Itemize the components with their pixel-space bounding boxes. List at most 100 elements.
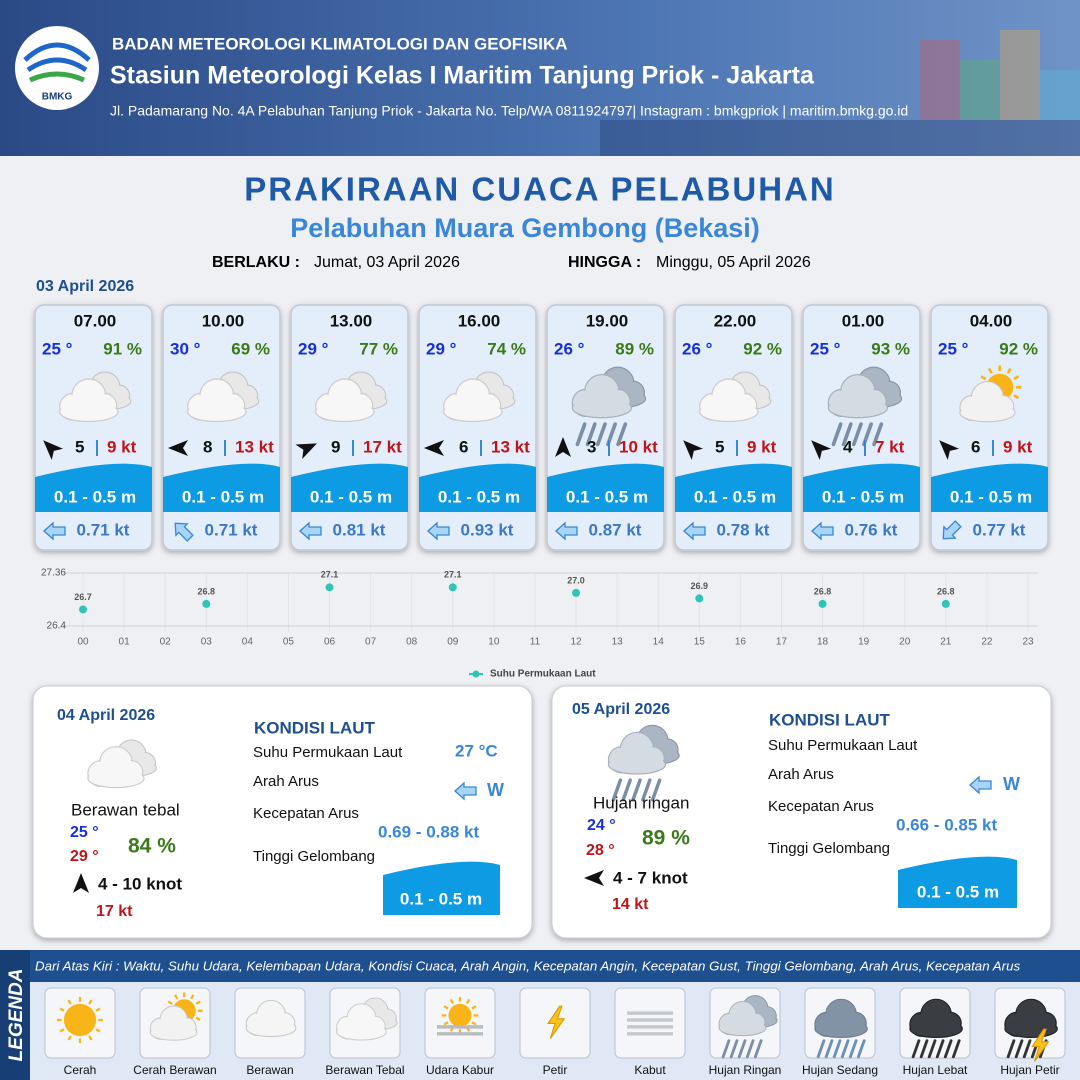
sea-label: Kecepatan Arus: [768, 798, 874, 815]
cloud: [607, 731, 667, 775]
data-label: 27.0: [567, 575, 585, 585]
time: 16.00: [458, 311, 501, 330]
card-footer: [676, 512, 791, 549]
gust-speed: 7 kt: [875, 437, 905, 456]
cloud: [315, 378, 375, 423]
x-tick-label: 15: [694, 637, 706, 648]
x-tick-label: 17: [776, 637, 788, 648]
cloud-part: [573, 399, 631, 417]
cloud-part: [700, 403, 757, 421]
wind-direction: [683, 440, 704, 461]
data-label: 27.1: [444, 570, 462, 580]
legend-side: [0, 950, 30, 1080]
current-direction-label: W: [487, 780, 504, 800]
air-temperature: 26 °: [682, 339, 713, 358]
time: 04.00: [970, 311, 1013, 330]
x-tick-label: 20: [899, 637, 911, 648]
cloud: [959, 381, 1016, 423]
card-footer: [932, 512, 1047, 549]
sea-heading: KONDISI LAUT: [254, 718, 376, 737]
weather-icon: [959, 365, 1022, 423]
legend-item: Udara Kabur: [426, 1063, 494, 1077]
sun-ray: [174, 994, 179, 1000]
cloud-part: [444, 403, 501, 421]
rain-drop: [753, 1039, 763, 1059]
rain-drop: [621, 778, 632, 802]
humidity: 91 %: [103, 339, 142, 358]
weather-icon: [437, 997, 483, 1036]
legend-item: Cerah Berawan: [133, 1063, 216, 1077]
header-scenery: [600, 30, 1080, 156]
air-temperature: 26 °: [554, 339, 585, 358]
current-speed: 0.76 kt: [845, 520, 898, 539]
current-speed: 0.77 kt: [973, 520, 1026, 539]
data-point: [572, 588, 581, 597]
sun-ray: [88, 1035, 93, 1041]
x-tick-label: 01: [119, 637, 131, 648]
header-band: [0, 0, 1080, 156]
humidity: 92 %: [999, 339, 1038, 358]
legend-icon-box: [614, 987, 686, 1059]
cloud: [827, 373, 889, 419]
x-tick-label: 00: [77, 637, 89, 648]
gust-speed: 9 kt: [107, 437, 137, 456]
cloud-part: [89, 770, 143, 787]
rain-drop: [745, 1039, 755, 1059]
current-direction: [683, 521, 706, 541]
wave-shape: [547, 463, 664, 512]
weather-icon: [245, 999, 297, 1038]
cloud: [814, 998, 868, 1039]
x-tick-label: 10: [488, 637, 500, 648]
legend-item: Hujan Ringan: [709, 1063, 782, 1077]
legend-caption-band: [0, 950, 1080, 982]
sun-ray: [1006, 367, 1012, 374]
wind-speed: 8: [203, 437, 212, 456]
x-tick-label: 08: [406, 637, 418, 648]
legend-swatch: [472, 670, 480, 678]
rain-drop: [1022, 1039, 1032, 1059]
current-speed: 0.71 kt: [77, 520, 130, 539]
sun-ray: [471, 1021, 477, 1026]
current-direction: [299, 521, 322, 541]
air-temperature: 25 °: [938, 339, 969, 358]
condition: Berawan tebal: [71, 800, 180, 819]
air-temperature: 25 °: [810, 339, 841, 358]
weather-icon: [814, 998, 868, 1059]
weather-icon: [87, 739, 157, 789]
current-speed: 0.78 kt: [717, 520, 770, 539]
x-tick-label: 12: [570, 637, 582, 648]
humidity: 74 %: [487, 339, 526, 358]
sea-heading: KONDISI LAUT: [769, 710, 891, 729]
gust-speed: 17 kt: [363, 437, 402, 456]
rain-drop: [872, 422, 884, 447]
sun-ray: [95, 1028, 101, 1033]
wave-shape: [898, 856, 1017, 908]
humidity: 89 %: [642, 827, 690, 850]
cloud: [443, 378, 503, 423]
gust-speed: 14 kt: [612, 896, 649, 913]
wave-shape: [931, 463, 1048, 512]
logo-arc: [28, 71, 86, 83]
data-point: [695, 594, 704, 603]
from-label: BERLAKU :: [212, 254, 300, 271]
cloud-part: [247, 1021, 295, 1036]
y-tick-label: 27.36: [41, 568, 66, 579]
rain-drop: [816, 1039, 826, 1059]
wave-height: 0.1 - 0.5 m: [694, 487, 776, 506]
wave-shape: [675, 463, 792, 512]
station: Stasiun Meteorologi Kelas I Maritim Tanj…: [110, 62, 815, 90]
cloud: [59, 378, 119, 423]
time: 07.00: [74, 311, 117, 330]
air-temperature: 29 °: [426, 339, 457, 358]
weather-icon: [627, 1011, 673, 1036]
x-tick-label: 11: [530, 637, 541, 648]
card-footer: [420, 512, 535, 549]
weather-icon: [718, 995, 778, 1059]
current-speed: 0.69 - 0.88 kt: [378, 822, 479, 841]
humidity: 89 %: [615, 339, 654, 358]
sun-ray: [190, 994, 195, 1000]
x-tick-label: 23: [1022, 637, 1034, 648]
sun: [448, 1003, 472, 1027]
wind-direction: [295, 443, 317, 460]
